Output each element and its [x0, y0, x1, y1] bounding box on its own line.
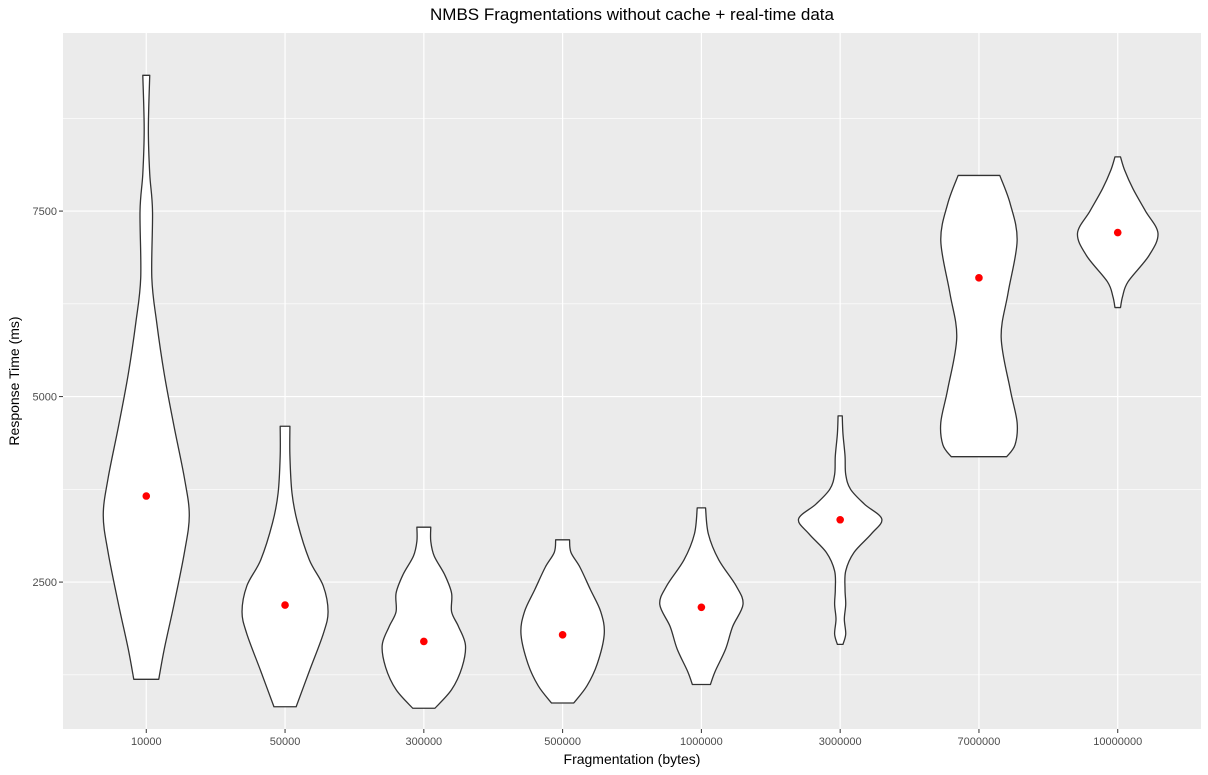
mean-point-1000000: [697, 603, 706, 612]
x-tick-label: 50000: [270, 736, 301, 748]
x-tick-label: 10000: [131, 736, 162, 748]
x-tick-label: 1000000: [680, 736, 723, 748]
y-axis: 2500 5000 7500: [33, 206, 63, 589]
violin-1000000: [659, 507, 744, 686]
mean-points: [142, 228, 1122, 646]
chart-title: NMBS Fragmentations without cache + real…: [430, 5, 834, 24]
violin-500000: [520, 539, 606, 704]
mean-point-10000000: [1113, 228, 1122, 237]
plot-panel: [63, 33, 1201, 729]
y-tick-label: 5000: [33, 392, 57, 404]
y-tick-label: 2500: [33, 577, 57, 589]
violin-layer: [102, 74, 1159, 709]
violin-3000000: [797, 415, 883, 646]
x-tick-label: 3000000: [819, 736, 862, 748]
violin-7000000: [939, 174, 1019, 458]
mean-point-300000: [420, 637, 428, 646]
y-tick-label: 7500: [33, 206, 57, 218]
mean-point-500000: [558, 630, 567, 639]
x-tick-label: 300000: [405, 736, 442, 748]
mean-point-7000000: [975, 274, 983, 282]
violin-10000: [102, 74, 190, 680]
mean-point-3000000: [836, 515, 844, 524]
x-axis-title: Fragmentation (bytes): [564, 751, 701, 767]
x-tick-label: 7000000: [958, 736, 1001, 748]
violin-50000: [241, 425, 329, 708]
mean-point-10000: [142, 492, 151, 500]
violin-300000: [381, 526, 467, 709]
x-tick-label: 500000: [544, 736, 581, 748]
y-axis-title: Response Time (ms): [6, 316, 22, 445]
mean-point-50000: [281, 601, 289, 609]
x-axis: 10000 50000 300000 500000 1000000 3000000 7000…: [131, 729, 1142, 748]
x-tick-label: 10000000: [1093, 736, 1142, 748]
